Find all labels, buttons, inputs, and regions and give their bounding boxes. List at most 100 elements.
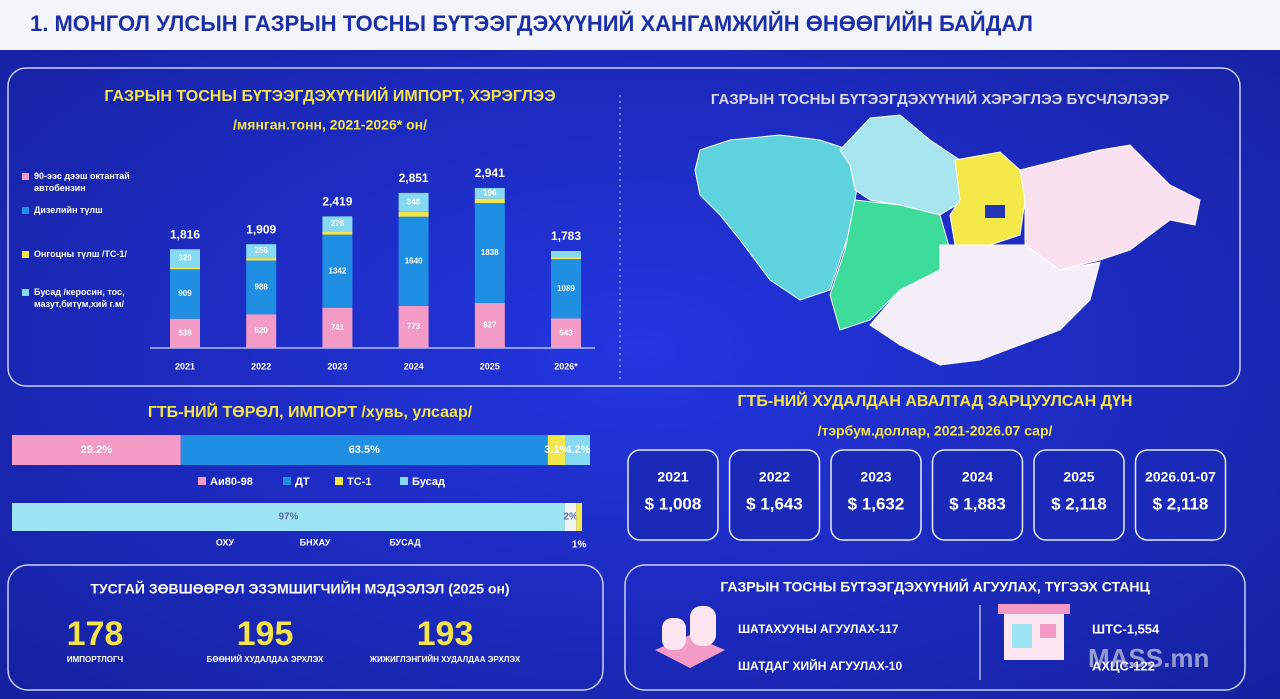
spending-box [1134, 449, 1227, 541]
spending-amount: $ 2,118 [1153, 494, 1209, 513]
segment-label: 909 [178, 289, 192, 298]
license-label: БӨӨНИЙ ХУДАЛДАА ЭРХЛЭХ [207, 655, 324, 664]
bar-segment [474, 203, 505, 304]
value-label: 63.5% [349, 444, 380, 456]
legend-label: Аи80-98 [210, 476, 253, 488]
spending-amount: $ 1,883 [949, 494, 1006, 513]
license-number: 195 [237, 615, 294, 653]
total-label: 1,816 [170, 227, 200, 241]
legend-swatch [283, 477, 291, 485]
license-number: 178 [67, 615, 124, 653]
bar-segment [246, 314, 277, 348]
bar-segment [246, 258, 277, 261]
bar-segment [576, 503, 582, 531]
bar-segment [322, 307, 353, 348]
depot: ШАТАХУУНЫ АГУУЛАХ-117 [738, 622, 899, 636]
legend-label: Онгоцны түлш /ТС-1/ [34, 249, 127, 259]
bar-segment [551, 259, 581, 319]
segment-label: 329 [178, 253, 192, 262]
spending-amount: $ 2,118 [1051, 494, 1107, 513]
segment-label: 1089 [557, 284, 575, 293]
segment-label: 538 [178, 328, 192, 337]
spending-box [728, 449, 821, 541]
bar-segment [322, 216, 353, 232]
region [949, 151, 1026, 246]
legend-label: Бусад /керосин, тос, мазут,битүм,хий г.м… [34, 287, 125, 309]
spending-box [1033, 449, 1125, 541]
spending-title: ГТБ-НИЙ ХУДАЛДАН АВАЛТАД ЗАРЦУУЛСАН ДҮН [738, 391, 1133, 410]
bar-segment [564, 503, 577, 531]
legend-label: ДТ [295, 476, 310, 488]
legend-swatch [400, 477, 408, 485]
category-label: БНХАУ [300, 537, 331, 547]
legend-swatch [22, 289, 29, 296]
bar-segment [565, 435, 590, 465]
spending-amount: $ 1,632 [848, 494, 905, 513]
segment-label: 988 [255, 283, 269, 292]
watermark: MASS.mn [1088, 643, 1209, 673]
bar-segment [322, 234, 353, 308]
station: АХЦС-122 [1092, 658, 1155, 673]
category-label: ОХУ [216, 537, 235, 547]
segment-label: 1838 [481, 248, 499, 257]
bar-segment [474, 198, 505, 204]
value-label: 3.1% [544, 444, 569, 456]
spending-year: 2025 [1063, 469, 1094, 485]
category-label: БУСАД [389, 537, 421, 547]
bar-segment [180, 435, 548, 465]
segment-label: 276 [331, 219, 345, 228]
bar-segment [474, 188, 505, 199]
chart-title: ГАЗРЫН ТОСНЫ БҮТЭЭГДЭХҮҮНИЙ ИМПОРТ, ХЭРЭ… [104, 86, 555, 105]
x-tick-label: 2024 [404, 361, 424, 371]
legend-label: 90-ээс дээш октантай автобензин [34, 171, 130, 193]
legend-label: ТС-1 [347, 476, 371, 488]
segment-label: 773 [407, 322, 421, 331]
spending-amount: $ 1,008 [645, 494, 702, 513]
spending-box [627, 449, 719, 541]
map-title: ГАЗРЫН ТОСНЫ БҮТЭЭГДЭХҮҮНИЙ ХЭРЭГЛЭЭ БҮС… [711, 90, 1169, 108]
legend-swatch [335, 477, 343, 485]
total-label: 1,783 [551, 229, 581, 243]
region [694, 134, 861, 301]
value-label: 4.2% [565, 444, 590, 456]
region [985, 205, 1005, 218]
x-tick-label: 2023 [327, 361, 347, 371]
bar-segment [12, 435, 181, 465]
legend-label: Бусад [412, 476, 445, 488]
spending-amount: $ 1,643 [746, 494, 803, 513]
bar-segment [547, 435, 566, 465]
bar-segment [170, 249, 200, 268]
legend-swatch [22, 251, 29, 258]
spending-subtitle: /тэрбум.доллар, 2021-2026.07 сар/ [818, 423, 1053, 439]
segment-label: 1640 [405, 256, 423, 265]
page-title: 1. МОНГОЛ УЛСЫН ГАЗРЫН ТОСНЫ БҮТЭЭГДЭХҮҮ… [30, 11, 1033, 36]
total-label: 2,851 [399, 171, 429, 185]
spending-box [830, 449, 922, 541]
bar-segment [170, 267, 200, 270]
bar-segment [170, 318, 200, 348]
bar-segment [474, 303, 505, 348]
spending-year: 2022 [759, 469, 790, 485]
chart-title: ГТБ-НИЙ ТӨРӨЛ, ИМПОРТ /хувь, улсаар/ [148, 402, 473, 421]
x-tick-label: 2021 [175, 361, 195, 371]
station: ШТС-1,554 [1092, 621, 1160, 636]
region [839, 114, 966, 216]
bar-segment [398, 216, 429, 306]
chart-subtitle: /мянган.тонн, 2021-2026* он/ [233, 117, 427, 133]
bar-segment [398, 211, 429, 217]
segment-label: 827 [483, 321, 497, 330]
total-label: 2,941 [475, 166, 505, 180]
legend-swatch [198, 477, 206, 485]
map [694, 114, 1201, 366]
bar-segment [551, 318, 581, 348]
spending-year: 2024 [962, 469, 993, 485]
top-panel [7, 67, 1241, 387]
bar-segment [551, 257, 581, 260]
region [869, 244, 1101, 366]
license-label: ИМПОРТЛОГЧ [67, 655, 124, 664]
segment-label: 741 [331, 323, 345, 332]
legend-swatch [22, 173, 29, 180]
tank-icon [655, 606, 725, 668]
